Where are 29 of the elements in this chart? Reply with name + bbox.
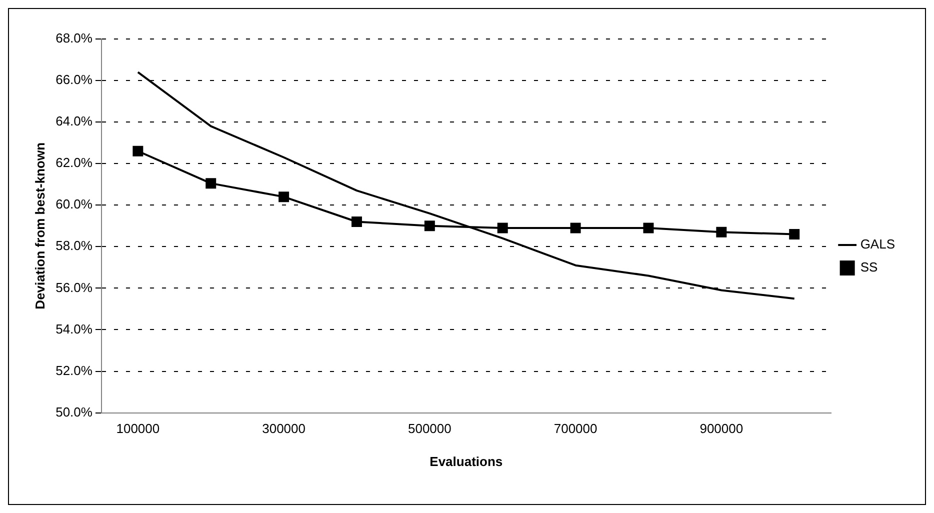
point [278,192,290,202]
point [789,228,800,240]
point [643,222,654,234]
point [716,226,727,238]
point [570,222,581,234]
y-tick-label: 52.0% [56,362,93,378]
y-tick-label: 60.0% [56,196,93,212]
y-tick-label: 62.0% [56,155,93,170]
y-tick-label: 66.0% [56,72,93,88]
y-tick-label: 56.0% [56,280,93,295]
y-axis-title: Deviation from best-known [32,142,48,310]
point [132,146,144,156]
legend-label: GALS [860,236,896,252]
point [206,178,216,189]
legend-label: SS [860,260,878,275]
y-tick-label: 58.0% [56,238,93,254]
x-tick-label: 100000 [116,421,160,436]
x-tick-label: 500000 [408,421,452,436]
y-tick-label: 64.0% [56,114,93,129]
x-axis-title: Evaluations [430,454,503,469]
y-tick-label: 68.0% [56,30,93,46]
point [424,220,435,232]
point [497,222,508,234]
x-tick-label: 900000 [700,421,744,436]
y-tick-label: 50.0% [56,404,93,420]
point [351,216,362,227]
y-tick-label: 54.0% [56,321,93,336]
x-tick-label: 300000 [262,421,306,436]
x-tick-label: 700000 [554,421,598,436]
